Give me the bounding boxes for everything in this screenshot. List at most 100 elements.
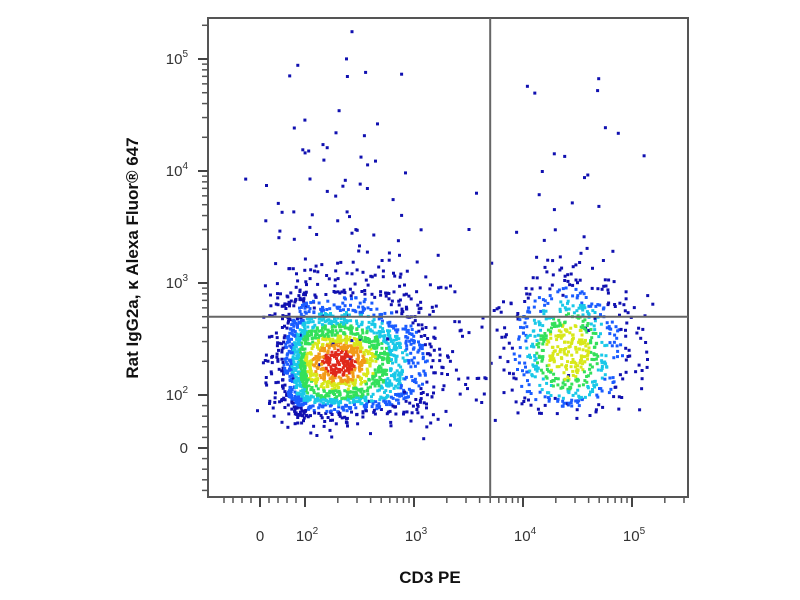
event-dot	[537, 354, 541, 358]
event-dot	[558, 350, 562, 354]
event-dot	[550, 368, 553, 372]
event-dot	[398, 382, 402, 386]
event-dot	[600, 361, 604, 365]
event-dot	[341, 407, 345, 411]
event-dot	[533, 299, 537, 303]
event-dot	[298, 343, 302, 347]
event-dot	[396, 398, 400, 402]
event-dot	[386, 331, 390, 335]
event-dot	[502, 391, 506, 395]
event-dot	[346, 308, 350, 312]
event-dot	[331, 328, 334, 332]
event-dot	[368, 361, 372, 365]
event-dot	[290, 332, 294, 336]
event-dot	[385, 383, 388, 387]
event-dot	[600, 367, 604, 371]
event-dot	[419, 397, 423, 401]
event-dot	[295, 317, 299, 320]
event-dot	[304, 342, 307, 346]
event-dot	[264, 376, 268, 379]
event-dot	[373, 295, 377, 299]
event-dot	[309, 362, 313, 366]
event-dot	[612, 356, 616, 360]
event-dot	[320, 329, 324, 332]
event-dot	[545, 368, 549, 371]
event-dot	[288, 267, 292, 271]
y-tick-label: 102	[166, 385, 189, 404]
event-dot	[360, 401, 364, 405]
event-dot	[535, 351, 539, 355]
event-dot	[586, 342, 590, 346]
event-dot	[397, 299, 401, 303]
event-dot	[605, 321, 609, 325]
event-dot	[384, 378, 388, 382]
event-dot	[341, 405, 345, 409]
event-dot	[285, 326, 289, 330]
event-dot	[350, 326, 354, 330]
event-dot	[536, 333, 540, 337]
event-dot	[330, 383, 334, 387]
event-dot	[586, 357, 589, 361]
event-dot	[525, 370, 529, 374]
event-dot	[389, 382, 393, 386]
event-dot	[351, 400, 355, 404]
event-dot	[311, 326, 315, 330]
event-dot	[343, 291, 347, 295]
event-dot	[538, 286, 542, 290]
event-dot	[381, 380, 385, 384]
event-dot	[589, 328, 593, 331]
event-dot	[288, 379, 292, 382]
event-dot	[416, 350, 420, 354]
event-dot	[497, 306, 501, 310]
event-dot	[291, 374, 295, 378]
event-dot	[359, 382, 363, 386]
event-dot	[640, 369, 644, 372]
event-dot	[365, 367, 369, 371]
event-dot	[538, 383, 542, 387]
event-dot	[332, 371, 336, 375]
event-dot	[364, 340, 368, 343]
event-dot	[289, 345, 293, 349]
event-dot	[372, 410, 376, 414]
event-dot	[495, 307, 499, 311]
event-dot	[297, 294, 301, 298]
event-dot	[421, 382, 424, 386]
event-dot	[380, 356, 384, 360]
event-dot	[299, 375, 303, 379]
event-dot	[587, 351, 590, 355]
event-dot	[276, 201, 280, 205]
event-dot	[336, 290, 340, 294]
event-dot	[349, 325, 353, 329]
event-dot	[347, 313, 351, 317]
event-dot	[574, 263, 578, 267]
event-dot	[564, 307, 568, 311]
event-dot	[587, 328, 591, 332]
event-dot	[559, 356, 563, 360]
event-dot	[291, 355, 295, 359]
event-dot	[353, 384, 357, 388]
event-dot	[556, 290, 560, 294]
event-dot	[418, 346, 422, 350]
event-dot	[382, 379, 385, 382]
event-dot	[358, 310, 362, 314]
event-dot	[322, 376, 326, 379]
event-dot	[551, 354, 555, 358]
event-dot	[537, 341, 541, 345]
event-dot	[475, 191, 478, 195]
event-dot	[367, 378, 371, 382]
event-dot	[425, 393, 429, 397]
event-dot	[421, 352, 425, 356]
event-dot	[322, 308, 325, 312]
event-dot	[607, 391, 611, 395]
event-dot	[392, 338, 396, 342]
event-dot	[338, 305, 342, 309]
event-dot	[276, 359, 280, 363]
event-dot	[575, 416, 579, 420]
event-dot	[281, 346, 285, 350]
event-dot	[294, 395, 298, 399]
event-dot	[271, 354, 275, 358]
event-dot	[548, 359, 552, 362]
event-dot	[366, 389, 370, 393]
event-dot	[265, 383, 269, 387]
